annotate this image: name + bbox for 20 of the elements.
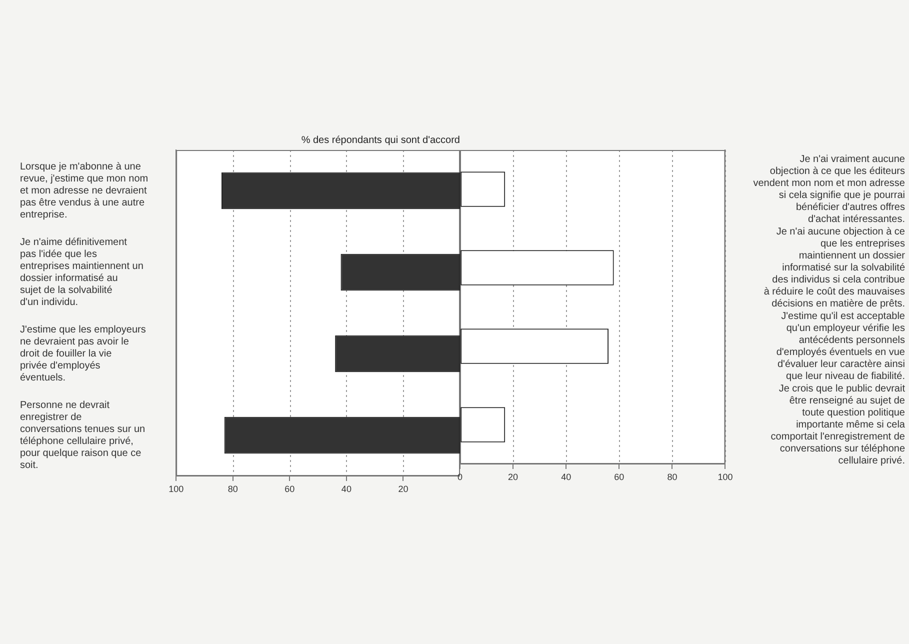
y-tick-label: J'estime qu'il est acceptable qu'un employeur vérifie les antécédents personnels d'employés éventuels en vue d'évaluer leur caractère ainsi que leur niveau de fiabilité. xyxy=(776,311,906,382)
x-tick-label: 100 xyxy=(718,472,733,482)
x-tick-label: 60 xyxy=(284,484,295,494)
y-tick-label: Je n'ai vraiment aucune objection à ce que les éditeurs vendent mon nom et mon adresse si cela signifie que je pourrai bénéficier d'autres offres d'achat intéressantes. xyxy=(753,154,906,225)
x-tick-label: 80 xyxy=(228,484,238,494)
x-tick-label: 100 xyxy=(168,484,184,494)
y-tick-label: Personne ne devrait enregistrer de conversations tenues sur un téléphone cellulaire privé, pour quelque raison que ce soit. xyxy=(20,400,146,471)
x-tick-label: 60 xyxy=(614,472,624,482)
x-tick-label: 40 xyxy=(561,472,572,482)
y-tick-label: Je n'ai aucune objection à ce que les entreprises maintiennent un dossier informatisé sur la solvabilité des individus si cela contribue à réduire le coût des mauvaises décisions en matière de prêts. xyxy=(764,226,906,310)
y-tick-label: Je n'aime définitivement pas l'idée que les entreprises maintiennent un dossier informatisé au sujet de la solvabilité d'un individu. xyxy=(20,237,144,308)
y-tick-label: Je crois que le public devrait être renseigné au sujet de toute question politique importante même si cela comportait l'enregistrement de conversations sur téléphone cellulaire privé. xyxy=(770,384,906,466)
y-tick-label: J'estime que les employeurs ne devraient pas avoir le droit de fouiller la vie privée d'employés éventuels. xyxy=(20,324,146,384)
x-tick-label: 40 xyxy=(341,484,352,494)
x-tick-label: 20 xyxy=(398,484,408,494)
x-tick-label: 0 xyxy=(457,472,463,482)
x-tick-label: 80 xyxy=(667,472,678,482)
x-tick-label: 20 xyxy=(508,472,518,482)
chart-title: % des répondants qui sont d'accord xyxy=(301,134,460,146)
y-tick-label: Lorsque je m'abonne à une revue, j'estime que mon nom et mon adresse ne devraient pas être vendus à une autre entreprise. xyxy=(20,162,148,220)
